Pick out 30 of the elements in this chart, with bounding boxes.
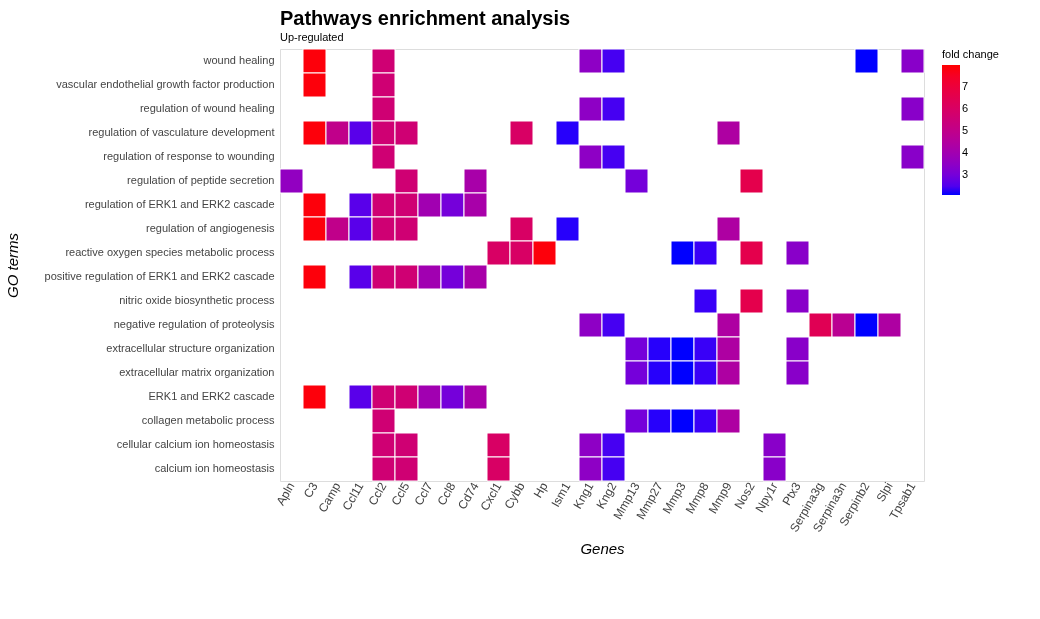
- y-tick-label: collagen metabolic process: [141, 414, 275, 426]
- chart-title: Pathways enrichment analysis: [280, 6, 571, 29]
- color-bar-label: 7: [962, 80, 969, 93]
- y-tick-label: cellular calcium ion homeostasis: [116, 438, 275, 450]
- y-axis-title: GO terms: [3, 232, 21, 299]
- y-tick-label: negative regulation of proteolysis: [113, 318, 275, 330]
- y-tick-label: ERK1 and ERK2 cascade: [148, 390, 275, 402]
- y-tick-label: nitric oxide biosynthetic process: [119, 294, 275, 306]
- y-tick-label: regulation of ERK1 and ERK2 cascade: [84, 198, 275, 210]
- y-tick-label: regulation of angiogenesis: [146, 222, 275, 234]
- color-bar-label: 5: [962, 124, 969, 137]
- y-tick-label: calcium ion homeostasis: [154, 462, 275, 474]
- y-tick-label: vascular endothelial growth factor production: [56, 78, 275, 90]
- y-tick-label: wound healing: [202, 54, 275, 66]
- chart-subtitle: Up-regulated: [280, 30, 344, 43]
- x-tick-label: C3: [300, 479, 321, 501]
- y-tick-label: extracellular matrix organization: [119, 366, 275, 378]
- y-tick-label: extracellular structure organization: [106, 342, 275, 354]
- x-tick-label: Hp: [530, 479, 551, 501]
- y-tick-label: regulation of peptide secretion: [127, 174, 275, 186]
- y-tick-label: positive regulation of ERK1 and ERK2 cascade: [44, 270, 275, 282]
- color-bar-label: 6: [962, 102, 969, 115]
- color-bar-label: 3: [962, 168, 969, 181]
- y-tick-label: reactive oxygen species metabolic process: [65, 246, 275, 258]
- y-tick-label: regulation of wound healing: [139, 102, 275, 114]
- y-tick-label: regulation of vasculature development: [88, 126, 275, 138]
- y-tick-label: regulation of response to wounding: [103, 150, 275, 162]
- x-axis-title: Genes: [580, 539, 626, 557]
- color-bar-label: 4: [962, 146, 969, 159]
- color-bar-title: fold change: [942, 48, 999, 60]
